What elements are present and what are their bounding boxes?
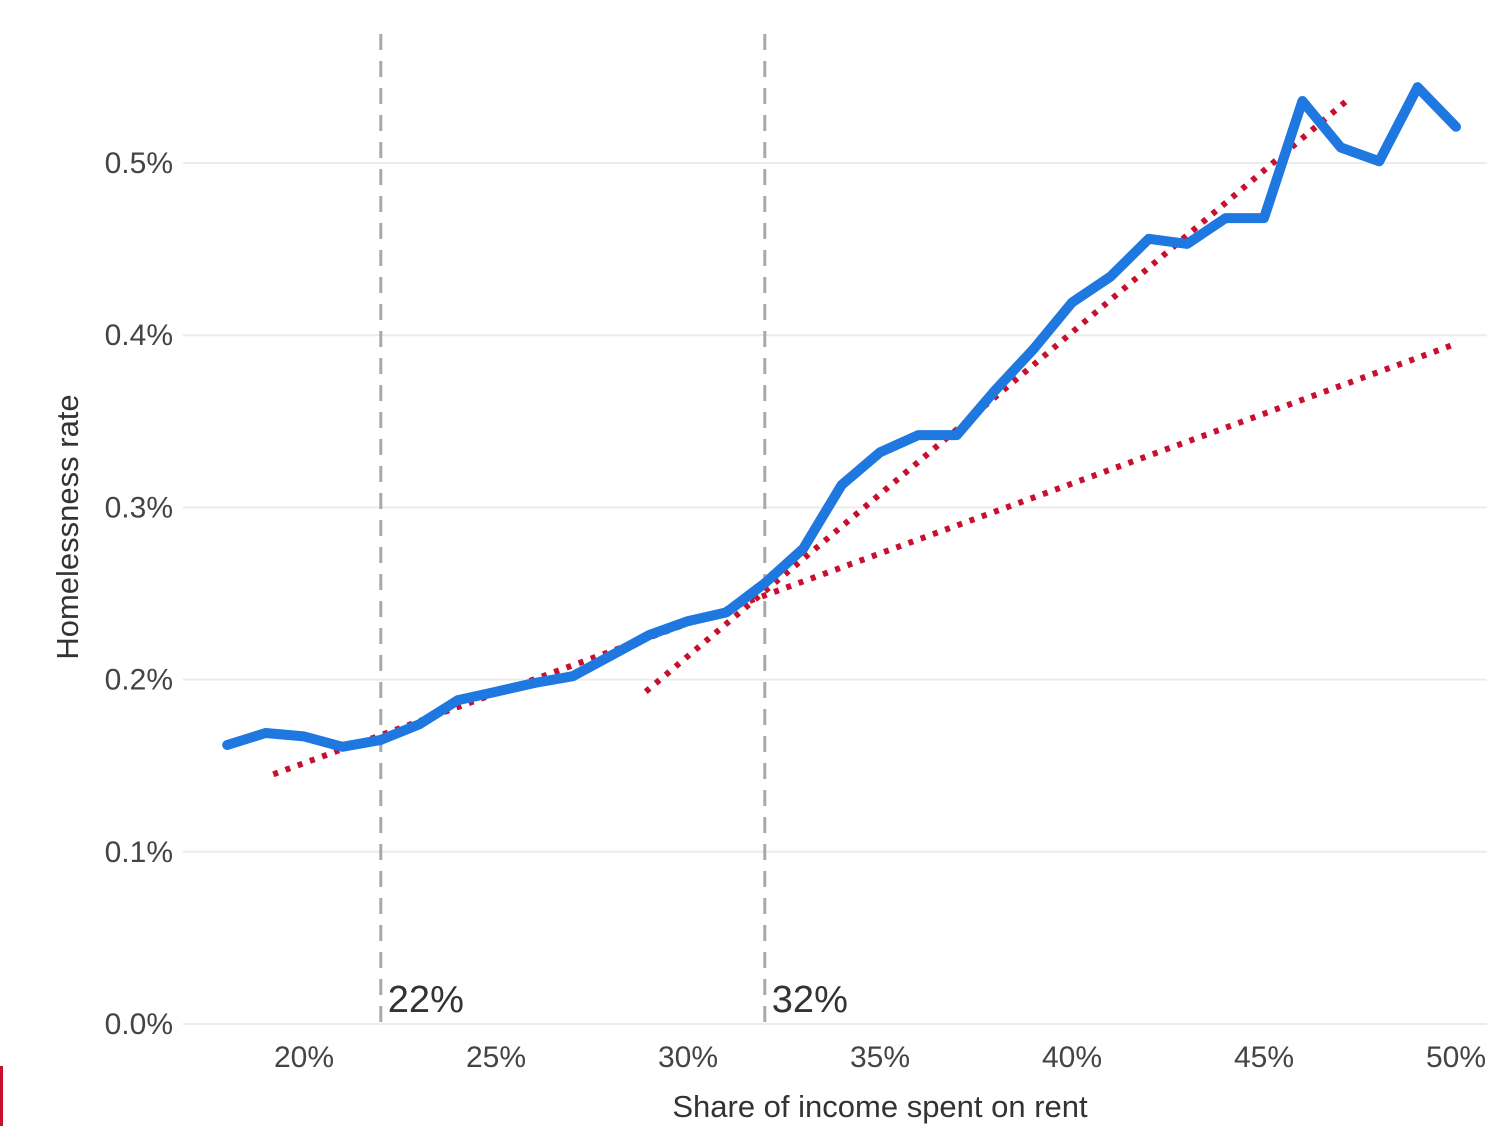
data-point-2 (300, 732, 308, 741)
data-point-5 (415, 720, 424, 729)
x-axis: 20% 25% 30% 35% 40% 45% 50% (274, 1041, 1486, 1074)
data-point-21 (1029, 344, 1038, 353)
y-tick-label-3: 0.3% (105, 491, 173, 524)
data-point-4 (376, 735, 385, 744)
threshold-annotations: 22% 32% (379, 34, 848, 1022)
data-point-29 (1336, 143, 1345, 152)
data-point-0 (223, 741, 232, 750)
data-point-3 (338, 742, 347, 751)
y-axis: 0.0% 0.1% 0.2% 0.3% 0.4% 0.5% (105, 147, 173, 1041)
data-point-17 (876, 448, 884, 457)
data-point-32 (1452, 122, 1460, 131)
x-tick-label-1: 25% (466, 1041, 526, 1074)
data-point-31 (1413, 83, 1422, 92)
x-tick-label-6: 50% (1426, 1041, 1486, 1074)
data-point-27 (1260, 214, 1268, 223)
threshold-label-0: 22% (388, 979, 464, 1021)
data-point-8 (530, 679, 539, 688)
data-point-6 (453, 696, 462, 705)
x-tick-label-0: 20% (274, 1041, 334, 1074)
series-line-0 (222, 82, 1461, 752)
y-tick-label-5: 0.5% (105, 147, 173, 180)
data-point-13 (722, 608, 731, 617)
data-point-11 (645, 630, 654, 639)
data-point-16 (837, 481, 846, 490)
data-point-15 (799, 544, 808, 553)
x-tick-label-3: 35% (850, 1041, 910, 1074)
y-tick-label-0: 0.0% (105, 1008, 173, 1041)
x-tick-label-2: 30% (658, 1041, 718, 1074)
data-point-12 (684, 617, 692, 626)
data-point-9 (568, 672, 577, 681)
data-point-23 (1106, 272, 1115, 281)
data-point-26 (1221, 214, 1230, 223)
data-point-28 (1298, 97, 1307, 106)
trend-line-0 (272, 340, 1458, 778)
y-tick-label-1: 0.1% (105, 836, 173, 869)
threshold-label-1: 32% (772, 979, 848, 1021)
data-point-19 (952, 431, 961, 440)
y-tick-label-4: 0.4% (105, 319, 173, 352)
data-point-25 (1183, 239, 1192, 248)
data-point-24 (1144, 234, 1153, 243)
x-axis-title: Share of income spent on rent (672, 1089, 1088, 1124)
y-tick-label-2: 0.2% (105, 664, 173, 697)
grid-layer (183, 162, 1487, 1025)
trend-lines (272, 96, 1458, 778)
y-axis-title: Homelessness rate (50, 394, 85, 659)
data-point-14 (760, 579, 769, 588)
data-point-30 (1375, 157, 1384, 166)
x-tick-label-5: 45% (1234, 1041, 1294, 1074)
left-edge-mark (0, 1066, 3, 1126)
series-layer (222, 82, 1461, 752)
data-point-18 (914, 431, 923, 440)
data-point-22 (1068, 298, 1076, 307)
data-point-1 (261, 728, 270, 737)
data-point-10 (607, 651, 616, 660)
data-point-20 (991, 386, 1000, 395)
data-point-7 (492, 687, 500, 696)
x-tick-label-4: 40% (1042, 1041, 1102, 1074)
